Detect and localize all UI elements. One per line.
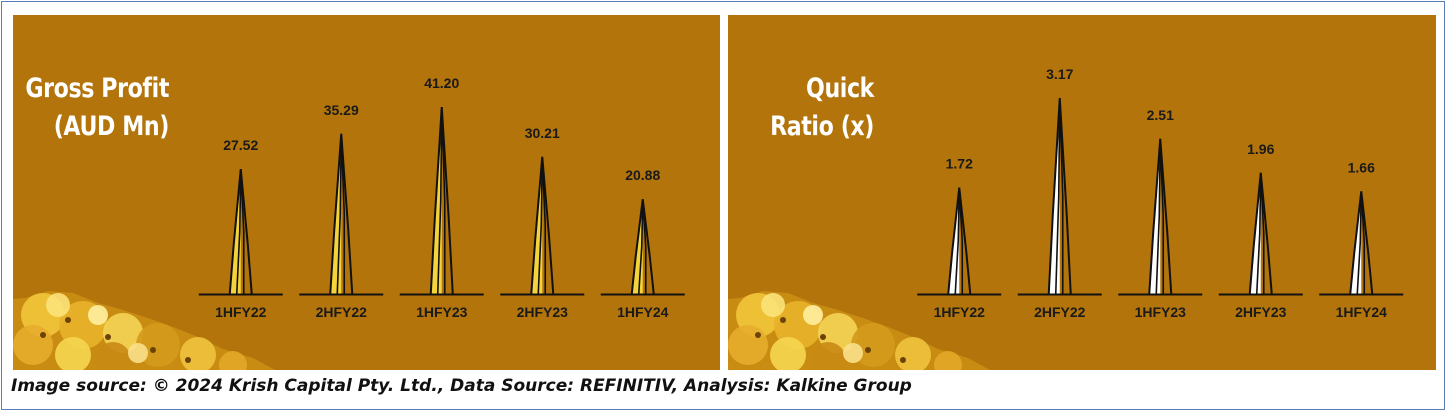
category-label: 2HFY23 [517, 304, 569, 320]
quick-ratio-title-line-2: Ratio (x) [770, 111, 874, 142]
gross-profit-title-line-2: (AUD Mn) [53, 111, 170, 142]
rock-texture-spot [803, 305, 823, 325]
gold-rock-decoration [728, 291, 990, 370]
rock-texture-spot [770, 337, 806, 370]
rock-texture-spot [13, 325, 53, 365]
bar-ridge [1356, 191, 1366, 295]
category-label: 1HFY24 [1336, 304, 1388, 320]
bar-2HFY23 [530, 156, 555, 295]
bar-ridge [1255, 172, 1265, 295]
rock-texture-spot [780, 317, 786, 323]
rock-texture-spot [900, 357, 906, 363]
gross-profit-title-line-1: Gross Profit [25, 73, 169, 104]
rock-texture-spot [95, 342, 131, 370]
category-label: 1HFY24 [617, 304, 669, 320]
rock-texture-spot [105, 334, 111, 340]
rock-texture-spot [150, 347, 156, 353]
bar-ridge [336, 133, 346, 295]
gross-profit-chart: 27.52 1HFY22 35.29 2HFY22 41.20 1HFY23 30.21 2H… [13, 75, 685, 370]
rock-texture-spot [65, 317, 71, 323]
value-label: 2.51 [1147, 107, 1174, 123]
value-label: 41.20 [424, 75, 459, 91]
bar-1HFY24 [1349, 191, 1374, 295]
quick-ratio-chart-panel: 1.72 1HFY22 3.17 2HFY22 2.51 1HFY23 1.96 2HFY23… [728, 15, 1436, 370]
bar-1HFY22 [947, 187, 972, 295]
rock-texture-spot [820, 334, 826, 340]
bar-1HFY23 [1148, 138, 1173, 295]
bar-ridge [235, 169, 245, 295]
value-label: 35.29 [324, 102, 359, 118]
gold-rock-decoration [13, 291, 275, 370]
bar-2HFY22 [329, 133, 354, 295]
gross-profit-title: Gross Profit (AUD Mn) [13, 70, 169, 146]
category-label: 2HFY23 [1235, 304, 1287, 320]
rock-texture-spot [88, 305, 108, 325]
category-label: 2HFY22 [1034, 304, 1086, 320]
rock-texture-spot [728, 325, 768, 365]
value-label: 3.17 [1046, 66, 1073, 82]
rock-texture-spot [219, 351, 247, 370]
rock-texture-spot [865, 347, 871, 353]
bar-1HFY22 [228, 168, 253, 295]
rock-texture-spot [843, 343, 863, 363]
image-source-caption: Image source: © 2024 Krish Capital Pty. … [11, 376, 912, 396]
bar-2HFY23 [1248, 172, 1273, 295]
category-label: 1HFY23 [416, 304, 468, 320]
bar-2HFY22 [1047, 97, 1072, 295]
bar-ridge [1054, 97, 1064, 295]
value-label: 1.96 [1247, 141, 1274, 157]
quick-ratio-title-line-1: Quick [806, 73, 874, 104]
rock-texture-spot [755, 332, 761, 338]
bar-ridge [954, 187, 964, 295]
category-label: 1HFY22 [215, 304, 267, 320]
rock-texture-spot [55, 337, 91, 370]
rock-texture-spot [46, 293, 70, 317]
rock-texture-spot [934, 351, 962, 370]
value-label: 1.72 [946, 156, 973, 172]
rock-texture-spot [185, 357, 191, 363]
quick-ratio-chart: 1.72 1HFY22 3.17 2HFY22 2.51 1HFY23 1.96 2HFY23… [728, 66, 1404, 370]
bar-ridge [537, 156, 547, 295]
bar-ridge [436, 106, 446, 295]
category-label: 1HFY23 [1135, 304, 1187, 320]
rock-texture-spot [128, 343, 148, 363]
rock-texture-spot [40, 332, 46, 338]
bar-ridge [1155, 138, 1165, 295]
bar-ridge [637, 199, 647, 295]
value-label: 27.52 [223, 137, 258, 153]
bar-1HFY23 [429, 106, 454, 295]
category-label: 1HFY22 [934, 304, 986, 320]
value-label: 20.88 [625, 167, 660, 183]
rock-texture-spot [810, 342, 846, 370]
bar-1HFY24 [630, 199, 655, 295]
value-label: 30.21 [525, 125, 560, 141]
value-label: 1.66 [1348, 159, 1375, 175]
rock-texture-spot [761, 293, 785, 317]
gross-profit-chart-panel: 27.52 1HFY22 35.29 2HFY22 41.20 1HFY23 30.21 2H… [13, 15, 720, 370]
quick-ratio-title: Quick Ratio (x) [728, 70, 874, 146]
category-label: 2HFY22 [316, 304, 368, 320]
